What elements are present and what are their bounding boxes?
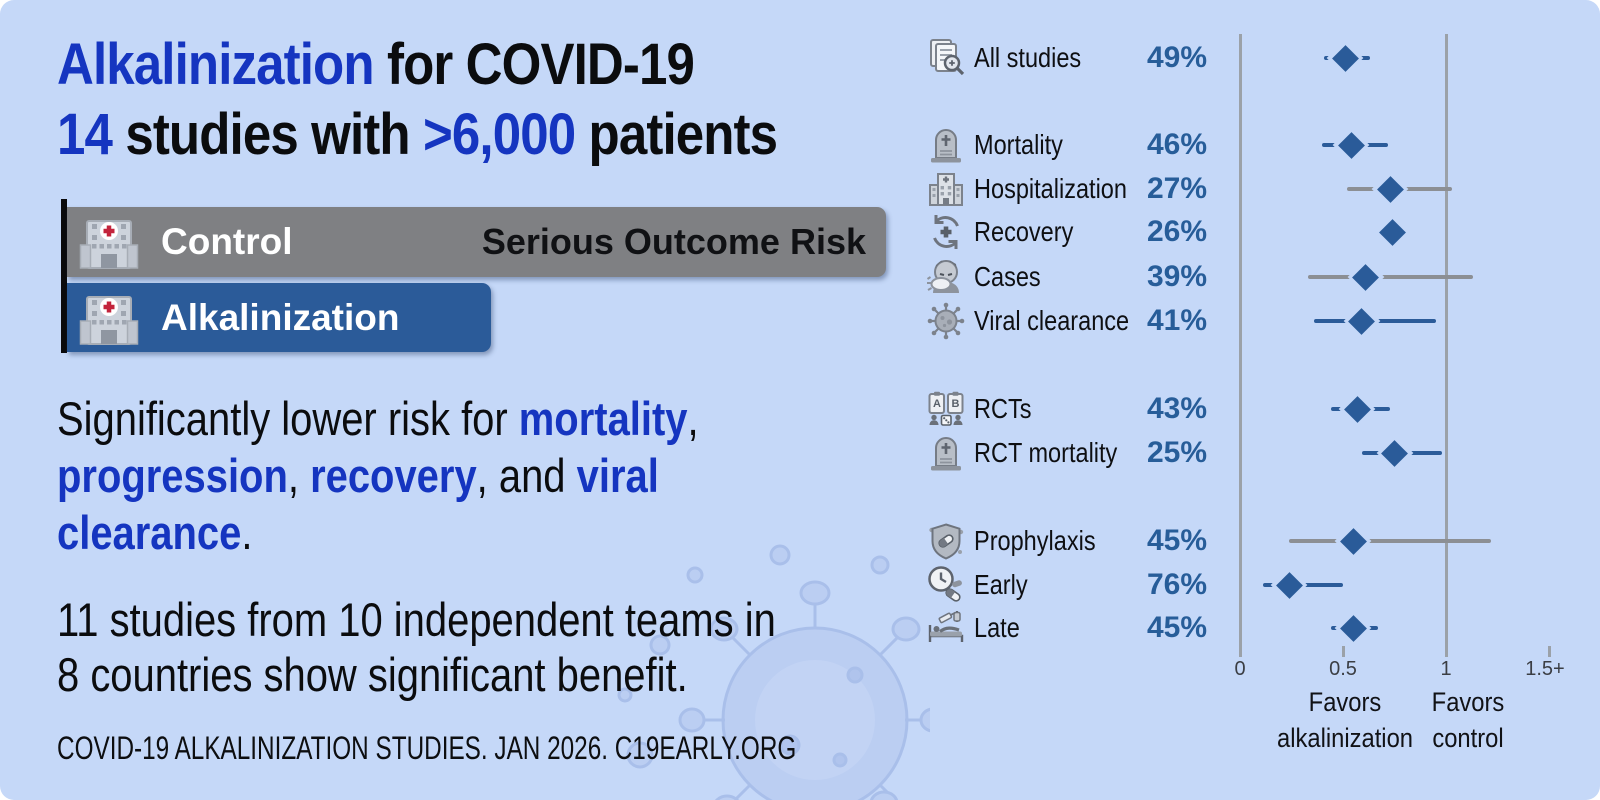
improvement-percent: 26% (1146, 215, 1207, 248)
svg-text:A: A (933, 398, 941, 410)
tombstone-icon (926, 433, 966, 473)
axis-tick-label: 0 (1234, 658, 1246, 680)
favors-alkalinization-label: Favors alkalinization (1276, 687, 1414, 753)
favors-control-label: Favors control (1431, 687, 1505, 753)
serious-outcome-risk-label: Serious Outcome Risk (481, 221, 866, 262)
improvement-percent: 41% (1146, 304, 1207, 337)
axis-gridline-1 (1444, 34, 1448, 646)
title-line-2: 14 studies with >6,000 patients (57, 102, 778, 167)
shield-pills-icon (926, 521, 966, 561)
outcome-label: RCTs (974, 393, 1032, 424)
page-title: Alkalinization for COVID-19 14 studies w… (57, 30, 778, 170)
studies-summary-paragraph: 11 studies from 10 independent teams in … (57, 592, 776, 702)
svg-text:B: B (952, 398, 960, 410)
sneezing-person-icon (926, 257, 966, 297)
axis-tick-1 (1444, 646, 1448, 657)
findings-line-2: progression, recovery, and viral (57, 449, 659, 502)
outcome-label: Prophylaxis (974, 525, 1096, 556)
outcome-label: Cases (974, 261, 1041, 292)
source-footer: COVID-19 ALKALINIZATION STUDIES. JAN 202… (57, 730, 797, 766)
alkalinization-bar: Alkalinization (67, 283, 491, 352)
axis-tick-0.5 (1341, 646, 1345, 657)
axis-tick-label: 1.5+ (1525, 658, 1565, 680)
confidence-interval (1307, 275, 1473, 279)
improvement-percent: 49% (1146, 41, 1207, 74)
hospital-gray-icon (926, 169, 966, 209)
virus-icon (926, 301, 966, 341)
findings-line-3: clearance. (57, 506, 253, 559)
hospital-icon (79, 212, 139, 272)
outcome-label: RCT mortality (974, 437, 1118, 468)
axis-tick-label: 0.5 (1329, 658, 1357, 680)
outcome-label: Viral clearance (974, 305, 1130, 336)
axis-tick-1.5+ (1547, 646, 1551, 657)
improvement-percent: 43% (1146, 392, 1207, 425)
improvement-percent: 45% (1146, 611, 1207, 644)
improvement-percent: 76% (1146, 568, 1207, 601)
axis-tick-0 (1238, 646, 1242, 657)
hospital-icon (79, 288, 139, 348)
control-bar: Control Serious Outcome Risk (67, 207, 886, 277)
improvement-percent: 27% (1146, 172, 1207, 205)
axis-tick-label: 1 (1440, 658, 1452, 680)
outcome-label: Recovery (974, 216, 1074, 247)
tombstone-icon (926, 125, 966, 165)
improvement-percent: 45% (1146, 524, 1207, 557)
outcome-label: Late (974, 612, 1020, 643)
improvement-percent: 39% (1146, 260, 1207, 293)
outcome-label: Mortality (974, 129, 1063, 160)
control-bar-label: Control (161, 221, 293, 262)
coronavirus-watermark (617, 544, 930, 800)
key-findings-paragraph: Significantly lower risk for mortality, … (57, 390, 699, 561)
confidence-interval (1289, 539, 1492, 543)
outcome-label: All studies (974, 42, 1082, 73)
bar-axis-rule (61, 199, 67, 353)
axis-gridline-0 (1238, 34, 1242, 646)
summary-line-1: 11 studies from 10 independent teams in (57, 593, 776, 646)
findings-line-1: Significantly lower risk for mortality, (57, 392, 699, 445)
hospital-bed-icon (926, 608, 966, 648)
title-line-1: Alkalinization for COVID-19 (57, 32, 695, 97)
outcome-label: Hospitalization (974, 173, 1127, 204)
recovery-arrows-icon (926, 212, 966, 252)
studies-magnifier-icon (926, 38, 966, 78)
improvement-percent: 25% (1146, 436, 1207, 469)
outcome-label: Early (974, 569, 1028, 600)
alkalinization-bar-label: Alkalinization (161, 296, 400, 338)
summary-line-2: 8 countries show significant benefit. (57, 648, 688, 701)
improvement-percent: 46% (1146, 128, 1207, 161)
clock-pills-icon (926, 565, 966, 605)
